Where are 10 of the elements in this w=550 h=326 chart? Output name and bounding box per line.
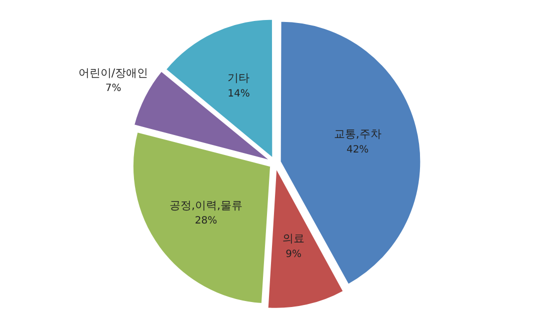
slice-label: 어린이/장애인 <box>78 66 148 80</box>
data-label: 42% <box>346 144 369 156</box>
slice-label: 교통,주차 <box>334 128 382 141</box>
data-label: 14% <box>228 88 250 100</box>
slice-label: 의료 <box>282 232 305 246</box>
data-label: 7% <box>105 83 122 94</box>
slice-label: 공정,이력,물류 <box>170 198 243 212</box>
data-label: 28% <box>194 216 218 227</box>
slice-label: 기타 <box>228 72 250 85</box>
data-label: 9% <box>286 248 302 260</box>
